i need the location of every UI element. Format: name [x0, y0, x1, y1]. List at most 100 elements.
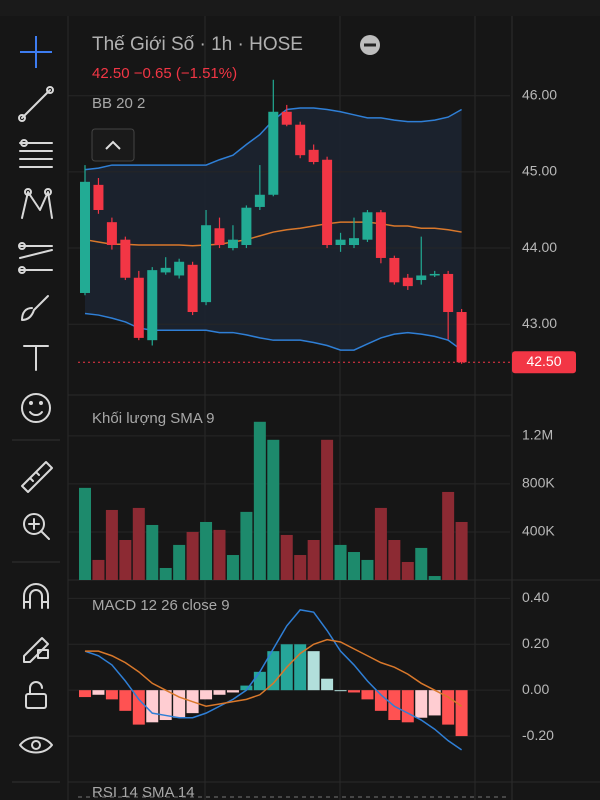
- volume-bar: [253, 421, 266, 580]
- band-basis: [84, 221, 462, 247]
- candle-body: [214, 228, 225, 246]
- histogram-bar: [334, 690, 347, 692]
- candle-body: [349, 238, 359, 246]
- histogram-bar: [105, 690, 118, 700]
- volume-bar: [119, 539, 132, 580]
- volume-bar: [455, 521, 468, 580]
- candle-body: [147, 270, 158, 341]
- candle-body: [174, 261, 185, 276]
- candle-body: [295, 124, 306, 156]
- candle-body: [335, 239, 346, 246]
- y-tick-label: 44.00: [522, 239, 557, 255]
- candle-body: [308, 149, 319, 163]
- histogram-bar: [132, 690, 145, 725]
- candle-body: [201, 225, 212, 303]
- toolbar: [12, 36, 60, 783]
- histogram-bar: [415, 690, 428, 718]
- volume-bar: [280, 534, 293, 580]
- magnet-tool[interactable]: [23, 583, 49, 609]
- volume-bar: [92, 559, 105, 580]
- visibility-tool[interactable]: [19, 736, 53, 754]
- candle-body: [106, 222, 117, 246]
- histogram-bar: [455, 690, 468, 737]
- trendline-tool[interactable]: [18, 86, 54, 122]
- zoom-tool[interactable]: [23, 513, 50, 540]
- lock-drawing-tool[interactable]: [23, 637, 49, 663]
- volume-bar: [186, 531, 199, 580]
- candle-body: [389, 257, 400, 283]
- y-tick-label: 800K: [522, 475, 555, 491]
- candle-body: [80, 181, 90, 293]
- volume-bar: [240, 511, 253, 580]
- histogram-bar: [213, 690, 226, 695]
- y-tick-label: 1.2M: [522, 427, 553, 443]
- candle-body: [120, 239, 131, 278]
- last-price-tag: [512, 351, 576, 374]
- text-tool[interactable]: [23, 345, 49, 371]
- symbol-title: Thế Giới Số · 1h · HOSE: [92, 34, 303, 55]
- indicator-label: RSI 14 SMA 14: [92, 784, 195, 800]
- candle-body: [227, 239, 238, 249]
- collapse-button[interactable]: [360, 35, 380, 55]
- histogram-bar: [374, 690, 387, 711]
- volume-bar: [200, 521, 213, 580]
- volume-bar: [307, 539, 320, 580]
- histogram-bar: [92, 690, 105, 695]
- volume-bar: [79, 487, 91, 580]
- volume-bar: [213, 529, 226, 580]
- macd-line: [84, 609, 463, 751]
- y-tick-label: 46.00: [522, 86, 557, 102]
- indicator-label: Khối lượng SMA 9: [92, 410, 214, 427]
- y-tick-label: 0.40: [522, 589, 549, 605]
- volume-bar: [442, 491, 455, 580]
- candle-body: [268, 111, 279, 195]
- fib-tool[interactable]: [19, 139, 53, 168]
- histogram-bar: [240, 685, 253, 691]
- candle-body: [93, 184, 104, 210]
- candle-body: [160, 267, 171, 273]
- volume-bar: [415, 547, 428, 580]
- volume-bar: [334, 544, 347, 580]
- histogram-bar: [321, 678, 334, 691]
- indicator-label: BB 20 2: [92, 95, 145, 112]
- histogram-bar: [200, 690, 213, 700]
- pattern-tool[interactable]: [21, 188, 53, 219]
- volume-bar: [173, 544, 186, 580]
- volume-bar: [132, 507, 145, 580]
- candle-body: [402, 277, 413, 287]
- histogram-bar: [253, 671, 266, 691]
- unlock-tool[interactable]: [25, 681, 47, 709]
- crosshair-tool[interactable]: [20, 36, 52, 68]
- candle-body: [322, 159, 333, 246]
- histogram-bar: [146, 690, 159, 723]
- volume-bar: [294, 555, 307, 580]
- candle-body: [375, 212, 386, 258]
- volume-bar: [159, 567, 172, 580]
- candle-body: [133, 277, 144, 338]
- projection-tool[interactable]: [18, 242, 53, 274]
- band-fill: [85, 107, 462, 351]
- histogram-bar: [388, 690, 401, 721]
- y-tick-label: 0.00: [522, 681, 549, 697]
- plot: [68, 79, 510, 751]
- expand-button[interactable]: [91, 128, 135, 162]
- volume-bar: [401, 561, 414, 580]
- histogram-bar: [159, 690, 172, 721]
- candle-body: [362, 212, 373, 240]
- histogram-bar: [307, 651, 320, 691]
- brush-tool[interactable]: [21, 295, 49, 321]
- y-tick-label: 45.00: [522, 163, 557, 179]
- indicator-label: MACD 12 26 close 9: [92, 597, 230, 614]
- y-tick-label: -0.20: [522, 727, 554, 743]
- volume-bar: [146, 524, 159, 580]
- histogram-bar: [173, 690, 186, 718]
- signal-line: [85, 638, 463, 708]
- candle-body: [254, 194, 265, 207]
- volume-bar: [321, 439, 334, 580]
- ruler-tool[interactable]: [21, 461, 53, 493]
- volume-bar: [105, 509, 118, 580]
- quote: 42.50 −0.65 (−1.51%): [92, 65, 237, 82]
- emoji-tool[interactable]: [21, 393, 51, 423]
- histogram-bar: [79, 690, 91, 698]
